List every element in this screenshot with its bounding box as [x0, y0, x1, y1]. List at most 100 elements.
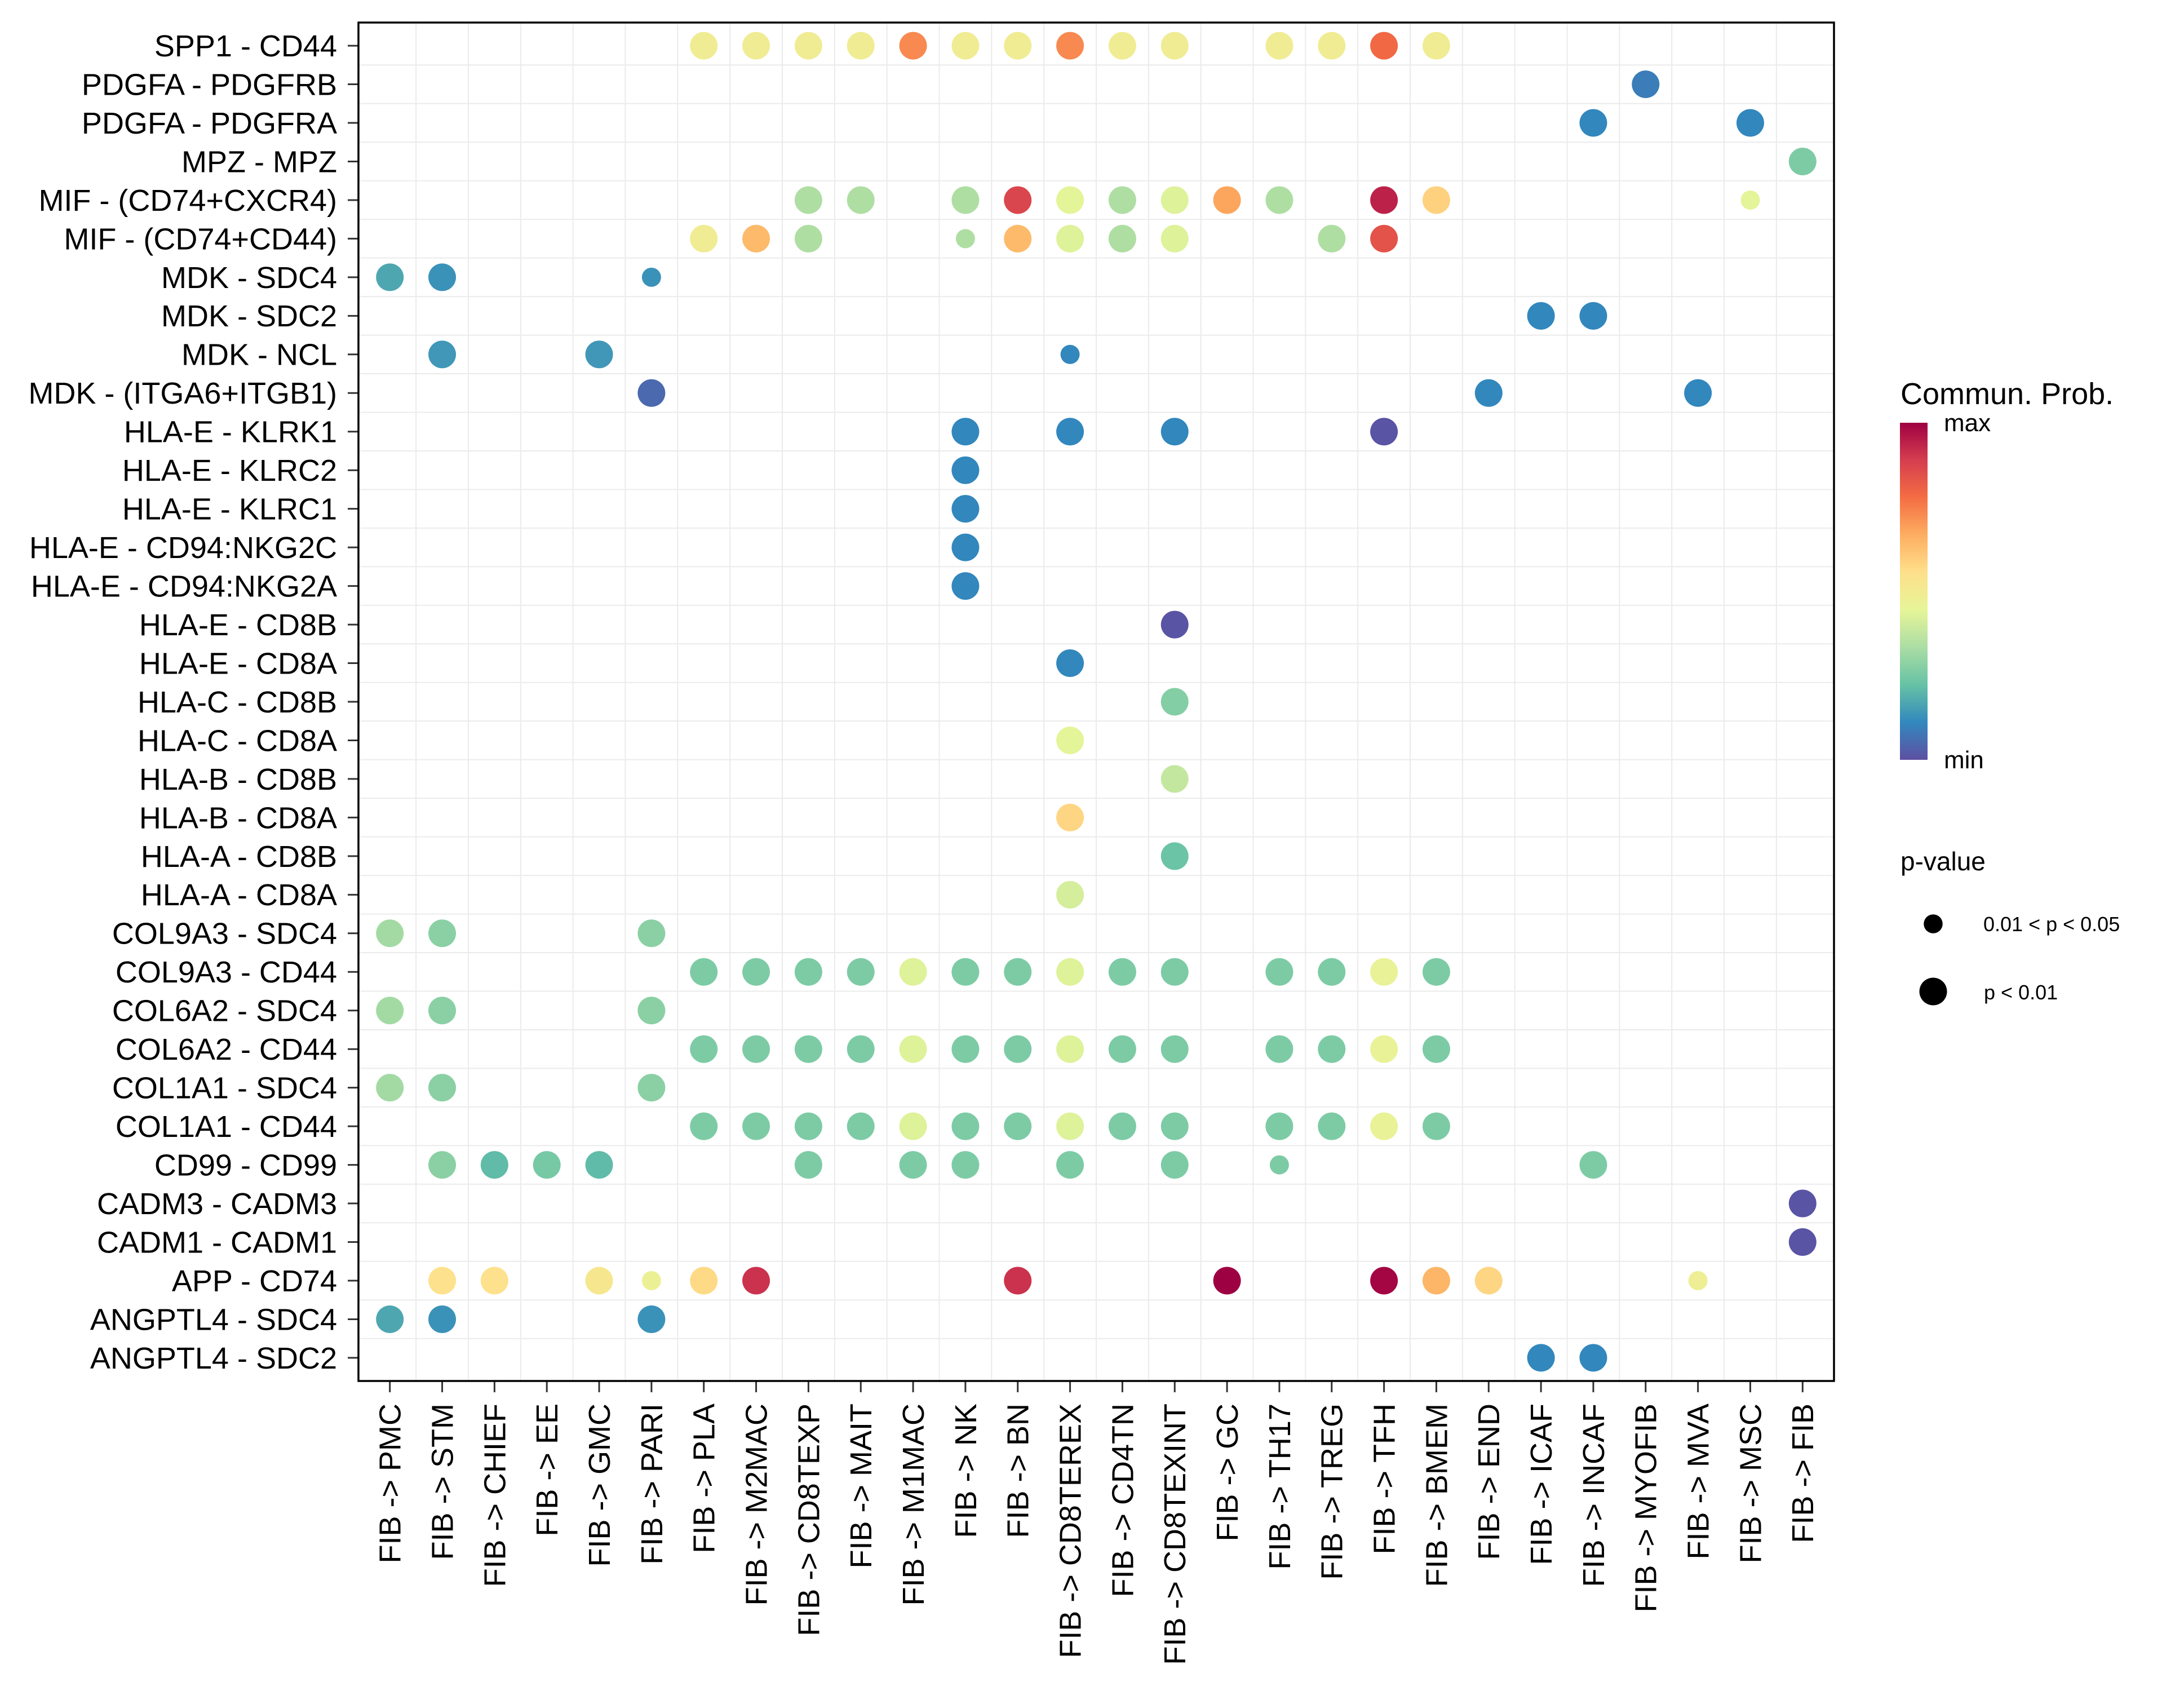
bubble-point	[1160, 765, 1189, 793]
bubble-point	[794, 1112, 822, 1140]
y-tick-label: COL9A3 - SDC4	[112, 917, 337, 951]
bubble-point	[1579, 1151, 1607, 1179]
y-tick-label: HLA-E - CD94:NKG2C	[29, 531, 337, 565]
bubble-point	[847, 186, 875, 214]
x-tick-label: FIB -> CD8TEXINT	[1158, 1404, 1192, 1665]
bubble-point	[1736, 109, 1764, 137]
x-tick-label: FIB -> MAIT	[844, 1404, 878, 1569]
x-axis: FIB -> PMC FIB -> STM FIB -> CHIEF FIB -> E…	[374, 1381, 1820, 1665]
bubble-point	[955, 229, 975, 249]
bubble-point	[1004, 186, 1032, 214]
bubble-point	[1056, 803, 1084, 831]
bubble-point	[690, 1112, 718, 1140]
bubble-point	[1422, 1267, 1450, 1295]
bubble-point	[428, 263, 457, 291]
bubble-point	[1160, 1112, 1189, 1140]
bubble-point	[951, 572, 980, 600]
bubble-point	[951, 495, 980, 523]
bubble-point	[641, 1271, 661, 1290]
bubble-point	[1004, 224, 1032, 253]
y-tick-label: HLA-B - CD8B	[139, 763, 337, 796]
grid-lines	[358, 23, 1834, 1381]
x-tick-label: FIB -> END	[1472, 1404, 1506, 1560]
bubble-point	[951, 533, 980, 561]
x-tick-label: FIB -> GC	[1211, 1404, 1244, 1542]
bubble-point	[1474, 1267, 1503, 1295]
bubble-point	[376, 1074, 404, 1102]
y-tick-label: MDK - NCL	[181, 338, 337, 372]
bubble-point	[1056, 418, 1084, 446]
bubble-point	[428, 340, 457, 369]
bubble-point	[1422, 32, 1450, 60]
bubble-point	[1160, 842, 1189, 870]
x-tick-label: FIB -> M1MAC	[897, 1404, 931, 1606]
x-tick-label: FIB -> STM	[426, 1404, 459, 1560]
bubble-point	[428, 1074, 457, 1102]
bubble-point	[480, 1267, 508, 1295]
y-tick-label: COL6A2 - SDC4	[112, 994, 337, 1028]
bubble-point	[1422, 186, 1450, 214]
y-tick-label: MIF - (CD74+CXCR4)	[38, 184, 337, 218]
bubble-point	[1318, 32, 1346, 60]
x-tick-label: FIB -> TH17	[1263, 1404, 1297, 1570]
x-tick-label: FIB -> ICAF	[1525, 1404, 1558, 1565]
bubble-point	[1370, 224, 1398, 253]
bubble-point	[951, 1151, 980, 1179]
size-legend-label-large: p < 0.01	[1984, 981, 2058, 1004]
x-tick-label: FIB -> CD8TEXP	[792, 1404, 826, 1636]
bubble-point	[637, 1305, 666, 1333]
bubble-point	[1004, 1112, 1032, 1140]
bubble-point	[1788, 147, 1817, 175]
bubble-point	[637, 379, 666, 407]
y-tick-label: COL1A1 - CD44	[116, 1110, 337, 1144]
bubble-point	[1108, 1035, 1136, 1063]
x-tick-label: FIB -> TFH	[1368, 1404, 1402, 1555]
bubble-point	[847, 32, 875, 60]
y-tick-label: MDK - (ITGA6+ITGB1)	[28, 377, 337, 410]
bubble-point	[1370, 1035, 1398, 1063]
x-tick-label: FIB -> EE	[530, 1404, 564, 1537]
bubble-point	[1474, 379, 1503, 407]
size-legend-key-large	[1919, 977, 1947, 1006]
bubble-point	[1056, 186, 1084, 214]
bubble-point	[480, 1151, 508, 1179]
bubble-point	[1108, 1112, 1136, 1140]
bubble-point	[585, 1267, 613, 1295]
bubble-point	[1265, 32, 1293, 60]
bubble-point	[690, 32, 718, 60]
bubble-point	[1004, 1035, 1032, 1063]
bubble-point	[1056, 1112, 1084, 1140]
y-tick-label: COL9A3 - CD44	[116, 955, 337, 989]
bubble-point	[1318, 958, 1346, 986]
bubble-point	[533, 1151, 561, 1179]
bubble-point	[1160, 1035, 1189, 1063]
bubble-point	[1004, 958, 1032, 986]
y-tick-label: HLA-E - KLRK1	[124, 415, 337, 449]
bubble-point	[1740, 190, 1760, 210]
bubble-point	[951, 32, 980, 60]
bubble-point	[951, 1112, 980, 1140]
y-tick-label: APP - CD74	[172, 1264, 337, 1298]
bubble-point	[847, 1112, 875, 1140]
bubble-point	[1527, 302, 1555, 330]
y-tick-label: HLA-E - CD8A	[139, 647, 337, 680]
bubble-point	[1265, 958, 1293, 986]
bubble-point	[376, 1305, 404, 1333]
y-tick-label: COL6A2 - CD44	[116, 1033, 337, 1066]
bubble-point	[1527, 1344, 1555, 1372]
y-tick-label: HLA-C - CD8A	[138, 724, 337, 758]
bubble-point	[899, 1035, 927, 1063]
bubble-point	[951, 456, 980, 484]
bubble-point	[742, 1035, 770, 1063]
bubble-point	[1056, 726, 1084, 754]
bubble-point	[1056, 1035, 1084, 1063]
bubble-point	[1160, 958, 1189, 986]
bubble-point	[690, 1035, 718, 1063]
bubble-point	[742, 958, 770, 986]
bubble-point	[1056, 649, 1084, 678]
bubble-point	[1318, 224, 1346, 253]
color-legend: Commun. Prob. max min	[1900, 377, 2114, 774]
y-tick-label: ANGPTL4 - SDC2	[90, 1342, 337, 1375]
panel-border	[357, 21, 1835, 1382]
